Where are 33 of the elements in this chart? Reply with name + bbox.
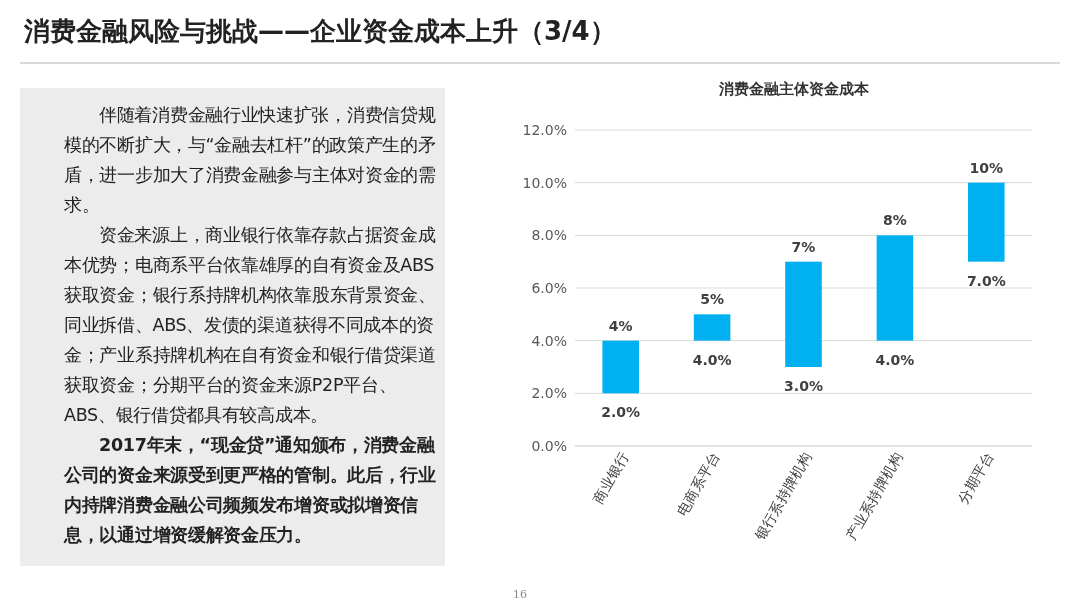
annotation: 7% — [791, 238, 816, 255]
chart-subtitle: 消费金融主体资金成本 — [717, 80, 870, 98]
bar — [693, 314, 731, 341]
annotation: 8% — [883, 212, 907, 229]
text: 资金来源上，商业银行依靠存款占据资金成本优势；电商系平台依靠雄厚的自有资金及ABS获取资金；银行系持牌机构依靠股东背景资金、同业拆借、ABS、发债的渠道获得不同成本的资金；产业系持牌机构在自有资金和银行借贷渠道获取资金；分期平台的资金来源P2P平台、ABS、银行借贷都具有较高成本。 — [64, 224, 436, 427]
annotation: 4.0% — [692, 351, 732, 368]
x-tick-label: 电商系平台 — [673, 449, 723, 519]
text: 消费金融风险与挑战——企业资金成本上升（3/4） — [24, 15, 616, 48]
bar — [876, 235, 914, 341]
y-tick-label: 2.0% — [531, 385, 567, 402]
annotation: 7.0% — [966, 272, 1006, 289]
y-tick-label: 10.0% — [522, 174, 567, 191]
annotation: 4% — [608, 317, 633, 334]
x-tick-label: 分期平台 — [955, 449, 997, 506]
bar — [968, 182, 1005, 262]
y-tick-label: 4.0% — [531, 332, 567, 349]
bar — [785, 261, 822, 367]
text: 伴随着消费金融行业快速扩张，消费信贷规模的不断扩大，与“金融去杠杆”的政策产生的矛盾，进一步加大了消费金融参与主体对资金的需求。 — [64, 104, 436, 217]
y-tick-label: 6.0% — [531, 280, 567, 296]
y-tick-label: 0.0% — [531, 438, 567, 454]
text: 2017年末，“现金贷”通知颁布，消费金融公司的资金来源受到更严格的管制。此后，行业内持牌消费金融公司频频发布增资或拟增资信息，以通过增资缓解资金压力。 — [64, 434, 436, 547]
annotation: 3.0% — [784, 378, 823, 394]
annotation: 2.0% — [601, 404, 641, 421]
bar — [602, 340, 639, 394]
text: 16 — [513, 588, 527, 601]
y-tick-label: 12.0% — [522, 122, 567, 138]
annotation: 10% — [969, 159, 1004, 176]
annotation: 4.0% — [875, 351, 915, 368]
x-tick-label: 银行系持牌机构 — [750, 449, 815, 544]
annotation: 5% — [700, 291, 724, 308]
x-tick-label: 产业系持牌机构 — [842, 449, 906, 543]
x-tick-label: 商业银行 — [589, 449, 632, 506]
y-tick-label: 8.0% — [531, 227, 567, 244]
